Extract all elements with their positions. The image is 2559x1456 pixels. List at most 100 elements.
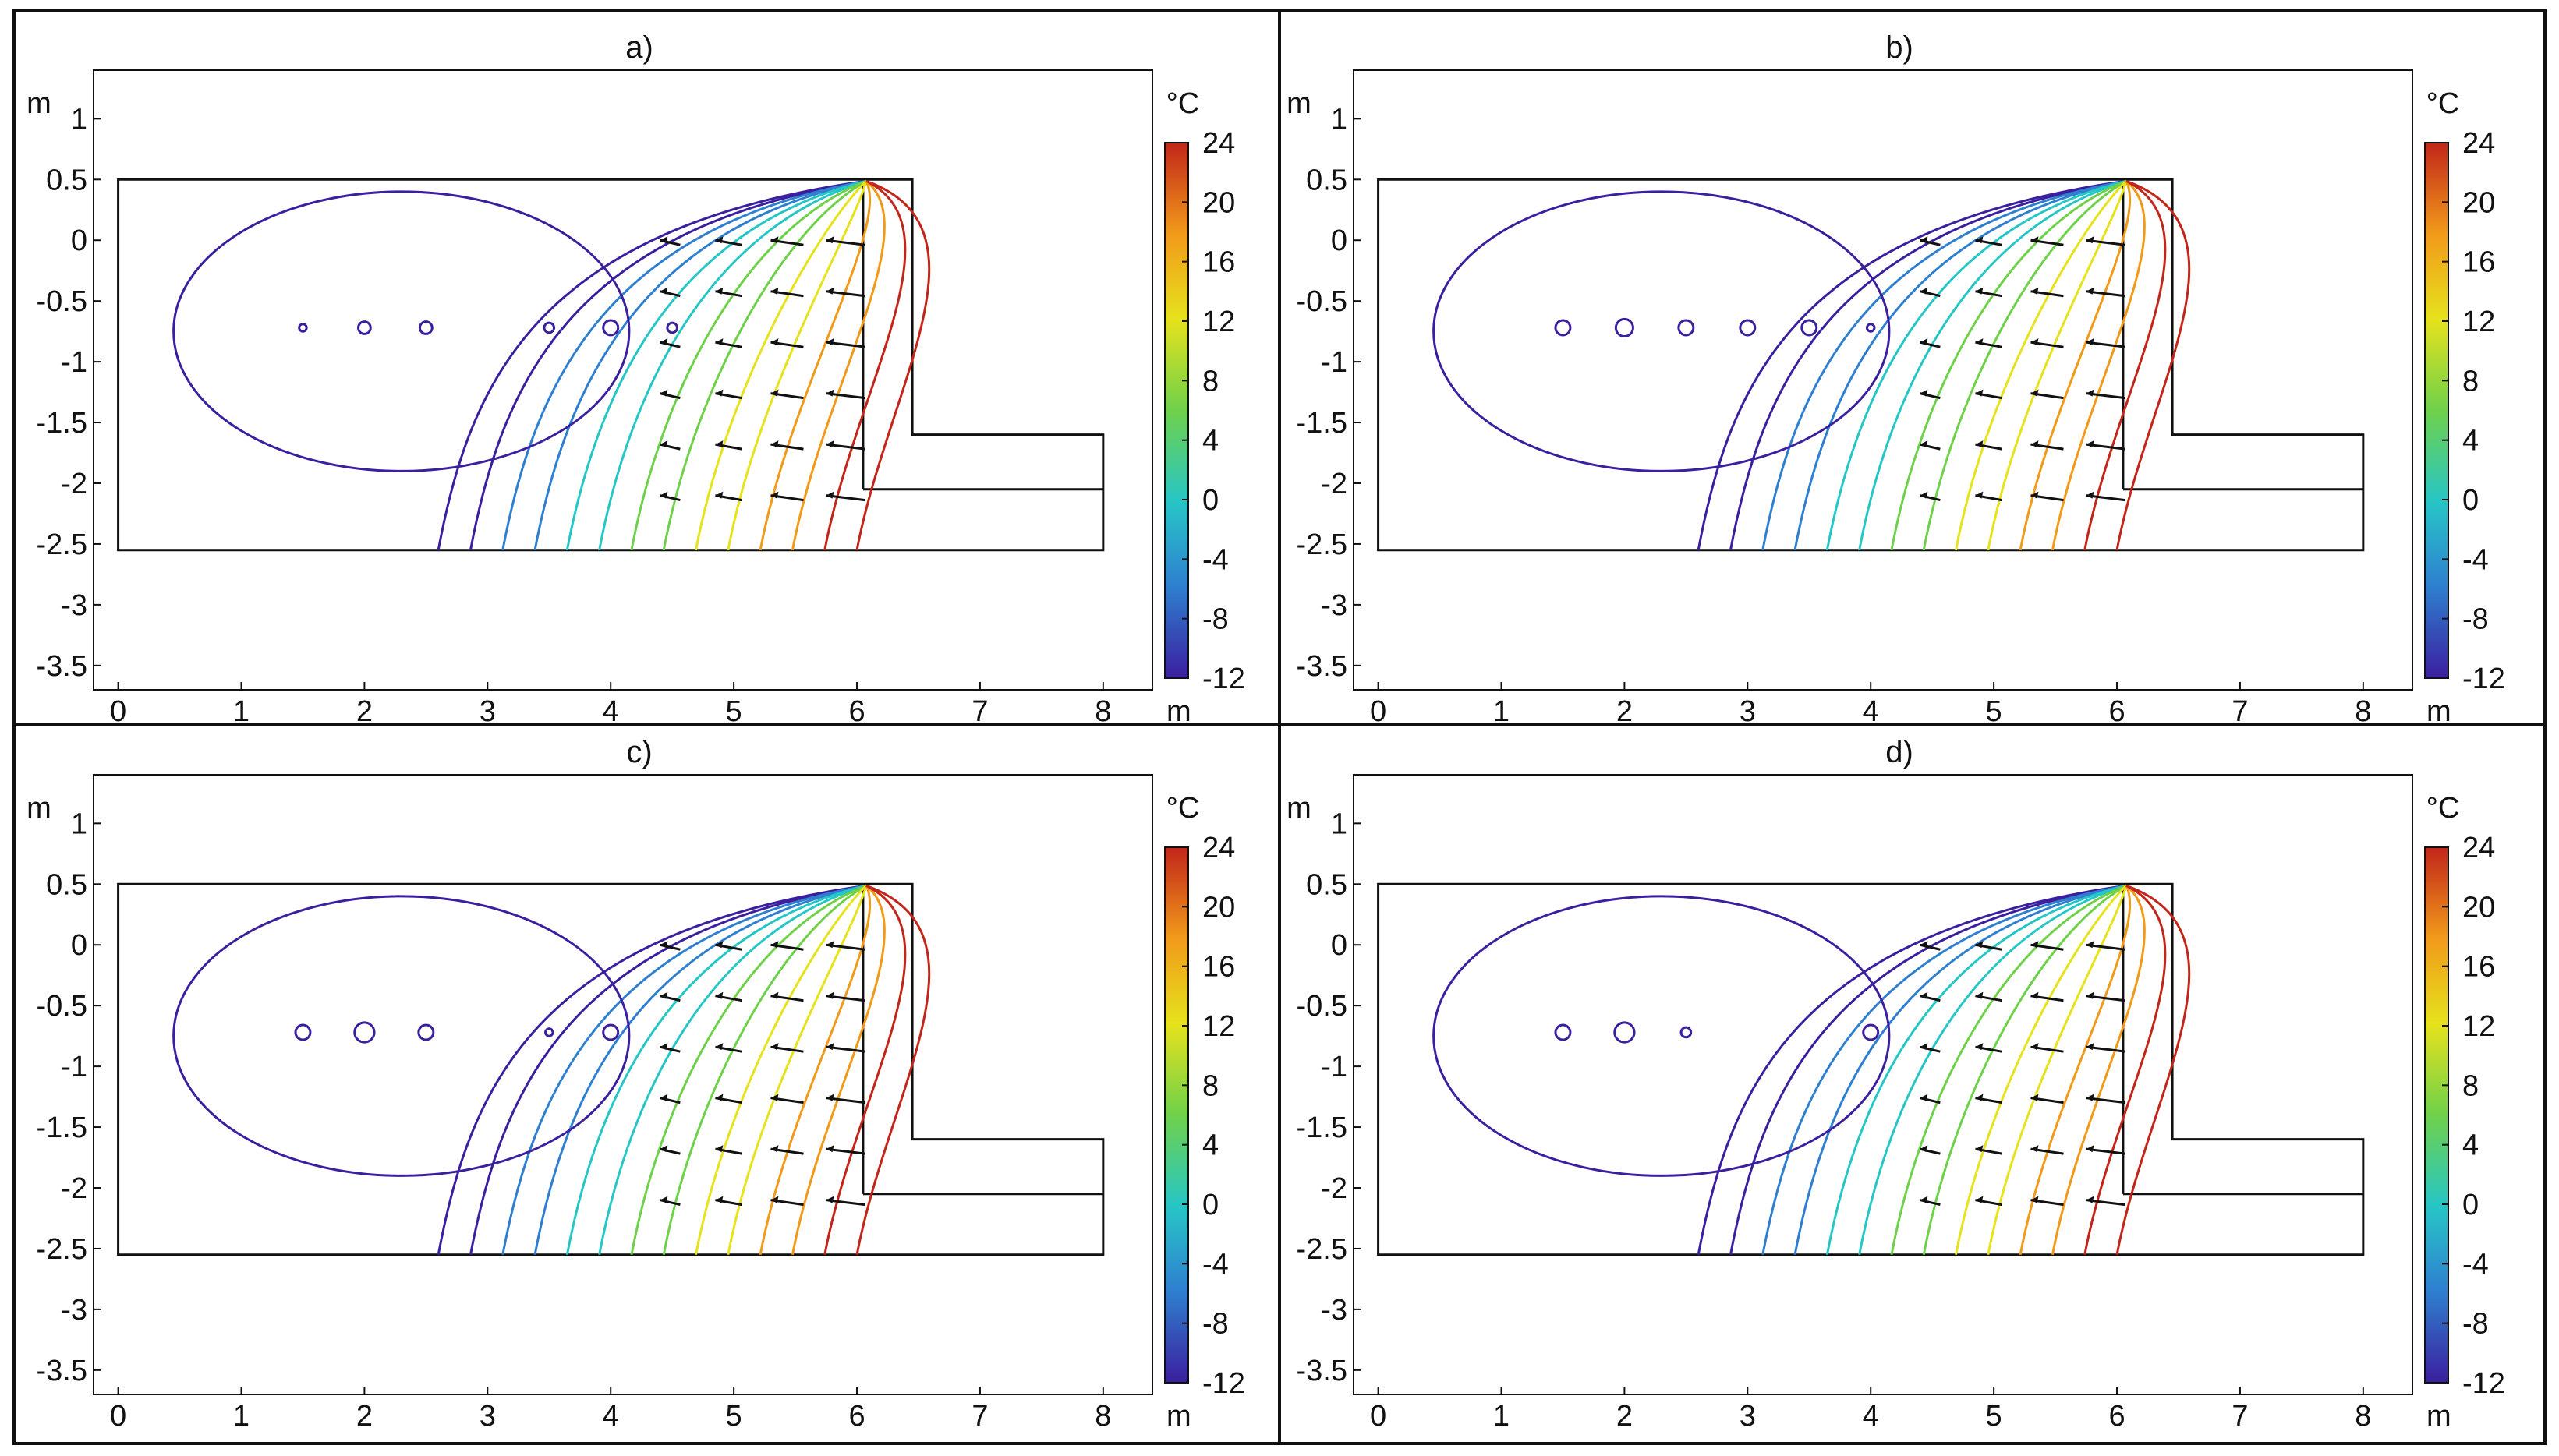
isotherm-line xyxy=(2051,180,2146,551)
flux-arrow-head xyxy=(2030,287,2039,295)
flux-arrow-head xyxy=(715,1145,724,1153)
colorbar-tick-label: 12 xyxy=(1202,306,1235,338)
flux-arrow-head xyxy=(826,338,834,346)
flux-arrow-head xyxy=(1975,1094,1984,1101)
isotherm-line xyxy=(727,180,868,551)
flux-arrow-head xyxy=(1920,1043,1928,1051)
x-tick-label: 4 xyxy=(1863,1400,1879,1433)
isotherm-line xyxy=(598,179,867,551)
isotherm-line xyxy=(630,884,867,1256)
isotherm-line xyxy=(1697,884,2127,1256)
x-tick-label: 5 xyxy=(1986,695,2002,728)
pipe-circle xyxy=(544,1027,554,1037)
pipe-circle xyxy=(1677,319,1695,337)
flux-arrow-head xyxy=(1975,440,1984,448)
pipe-circle xyxy=(1679,1026,1693,1039)
flux-arrow-head xyxy=(1975,287,1984,295)
isotherm-line xyxy=(565,179,867,551)
flux-arrow-head xyxy=(660,491,668,499)
isotherm-line xyxy=(2115,179,2191,551)
x-axis-label: m xyxy=(2426,1400,2451,1433)
isotherm-line xyxy=(695,180,867,551)
x-tick-label: 6 xyxy=(848,1400,865,1433)
flux-arrow-head xyxy=(660,1145,668,1153)
y-tick-label: -2.5 xyxy=(1297,528,1347,561)
y-tick-label: -1 xyxy=(61,1051,87,1083)
colorbar-tick-label: 20 xyxy=(1202,186,1235,219)
isotherm-line xyxy=(1697,179,2127,551)
x-tick-label: 0 xyxy=(1370,695,1386,728)
x-tick-label: 3 xyxy=(480,695,496,728)
isotherm-line xyxy=(1955,180,2127,551)
x-axis-label: m xyxy=(2426,695,2451,728)
panel-c: c)0 1 2 3 4 5 6 7 8 m10.50-0.5-1-1.5-2-2.5-3-3.5m… xyxy=(27,735,1245,1433)
y-tick-label: -0.5 xyxy=(1297,990,1347,1023)
x-tick-label: 8 xyxy=(2355,695,2371,728)
panel-b: b)0 1 2 3 4 5 6 7 8 m10.50-0.5-1-1.5-2-2.5-3-3.5m… xyxy=(1287,30,2505,728)
pipe-circle xyxy=(417,1023,435,1041)
colorbar-tick-label: 4 xyxy=(2462,1129,2479,1162)
flux-arrow-head xyxy=(715,1043,724,1051)
y-tick-label: 0 xyxy=(71,224,87,257)
flux-arrow-head xyxy=(2086,287,2094,295)
isotherm-line xyxy=(2019,885,2131,1256)
isotherm-line xyxy=(791,180,886,551)
flux-arrow-head xyxy=(2086,991,2094,999)
panel-label: d) xyxy=(1885,735,1913,769)
flux-arrow-head xyxy=(1920,440,1928,448)
y-tick-label: -2.5 xyxy=(1297,1233,1347,1266)
y-tick-label: -3 xyxy=(1321,589,1347,622)
isotherm-line xyxy=(1729,179,2127,551)
y-tick-label: -3.5 xyxy=(37,1355,87,1387)
isotherm-line xyxy=(791,885,886,1256)
y-tick-label: -0.5 xyxy=(1297,285,1347,318)
colorbar-unit: °C xyxy=(1166,792,1200,825)
flux-arrow-head xyxy=(826,287,834,295)
panel-d: d)0 1 2 3 4 5 6 7 8 m10.50-0.5-1-1.5-2-2.5-3-3.5m… xyxy=(1287,735,2505,1433)
x-tick-label: 1 xyxy=(233,695,250,728)
flux-arrow-head xyxy=(1975,236,1984,244)
y-tick-label: -0.5 xyxy=(37,990,87,1023)
isotherm-line xyxy=(2051,885,2146,1256)
colorbar-tick-label: 0 xyxy=(2462,484,2479,517)
flux-arrow-head xyxy=(660,991,668,999)
flux-arrow-head xyxy=(1975,1196,1984,1203)
flux-arrow-head xyxy=(715,338,724,346)
isotherm-line xyxy=(1890,179,2127,551)
pipe-circle xyxy=(1554,319,1572,337)
colorbar-tick-label: 12 xyxy=(2462,306,2495,338)
x-tick-label: 2 xyxy=(1616,695,1633,728)
flux-arrow-head xyxy=(1975,1043,1984,1051)
flux-arrow-head xyxy=(1920,941,1928,949)
pipe-circle xyxy=(1800,319,1818,337)
isotherm-line xyxy=(823,179,907,551)
colorbar-tick-label: 12 xyxy=(2462,1010,2495,1043)
x-tick-label: 3 xyxy=(480,1400,496,1433)
flux-arrow-head xyxy=(1920,338,1928,346)
flux-arrow-head xyxy=(770,491,779,499)
isotherm-line xyxy=(662,179,867,551)
flux-arrow-head xyxy=(826,991,834,999)
soil-domain-outline xyxy=(1377,178,2365,552)
colorbar-tick-label: 16 xyxy=(1202,951,1235,984)
flux-arrow-head xyxy=(715,287,724,295)
y-tick-label: -1.5 xyxy=(37,1111,87,1144)
flux-arrow-head xyxy=(1975,941,1984,949)
flux-arrow-head xyxy=(770,941,779,949)
flux-arrow-head xyxy=(715,991,724,999)
panel-label: c) xyxy=(626,735,652,769)
flux-arrow-head xyxy=(715,491,724,499)
y-tick-label: -1 xyxy=(1321,1051,1347,1083)
flux-arrow-head xyxy=(1975,338,1984,346)
flux-arrow-head xyxy=(660,236,668,244)
isotherm-line xyxy=(2019,180,2131,551)
y-tick-label: -1.5 xyxy=(1297,407,1347,440)
pipe-circle xyxy=(294,1023,312,1041)
colorbar-tick-label: 4 xyxy=(1202,425,1219,458)
isotherm-line xyxy=(1793,179,2127,551)
y-axis-label: m xyxy=(1287,792,1311,825)
flux-arrow-head xyxy=(715,1094,724,1101)
flux-arrow-head xyxy=(2086,1196,2094,1203)
flux-arrow-head xyxy=(715,236,724,244)
